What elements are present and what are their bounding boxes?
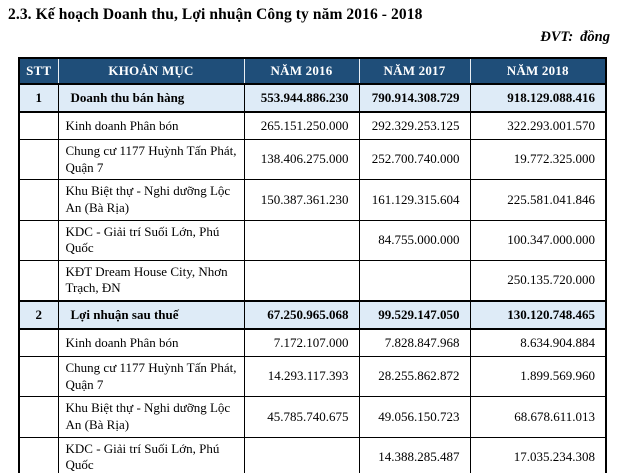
table-row: KĐT Dream House City, Nhơn Trạch, ĐN 250… — [18, 259, 607, 302]
year-2016-cell: 67.250.965.068 — [243, 300, 360, 330]
year-2016-cell: 553.944.886.230 — [243, 83, 360, 113]
year-2016-cell: 138.406.275.000 — [243, 138, 360, 181]
stt-cell — [18, 138, 59, 181]
year-2017-cell: 84.755.000.000 — [358, 219, 471, 261]
item-cell: Khu Biệt thự - Nghi dưỡng Lộc An (Bà Rịa… — [57, 179, 245, 221]
year-2017-cell: 99.529.147.050 — [358, 300, 471, 330]
year-2016-cell: 265.151.250.000 — [243, 111, 360, 140]
table-row: Khu Biệt thự - Nghi dưỡng Lộc An (Bà Rịa… — [18, 396, 607, 438]
section-title: 2.3. Kế hoạch Doanh thu, Lợi nhuận Công … — [8, 6, 423, 23]
year-2016-cell: 14.293.117.393 — [243, 355, 360, 398]
col-header-stt: STT — [18, 57, 59, 85]
year-2016-cell: 150.387.361.230 — [243, 179, 360, 221]
col-header-year2018: NĂM 2018 — [469, 57, 607, 85]
year-2018-cell: 225.581.041.846 — [469, 179, 607, 221]
year-2018-cell: 8.634.904.884 — [469, 328, 607, 357]
table-row: Kinh doanh Phân bón 7.172.107.000 7.828.… — [18, 328, 607, 357]
unit-value: đồng — [580, 29, 610, 45]
col-header-year2017: NĂM 2017 — [358, 57, 471, 85]
table-row: KDC - Giải trí Suối Lớn, Phú Quốc 84.755… — [18, 219, 607, 261]
table-row: 2 Lợi nhuận sau thuế 67.250.965.068 99.5… — [18, 300, 607, 330]
stt-cell — [18, 355, 59, 398]
table-row: KDC - Giải trí Suối Lớn, Phú Quốc 14.388… — [18, 436, 607, 473]
table-row: Chung cư 1177 Huỳnh Tấn Phát, Quận 7 138… — [18, 138, 607, 181]
year-2018-cell: 17.035.234.308 — [469, 436, 607, 473]
item-cell: Kinh doanh Phân bón — [57, 111, 245, 140]
item-cell: Lợi nhuận sau thuế — [57, 300, 245, 330]
unit-note: ĐVT: đồng — [540, 29, 610, 46]
year-2017-cell: 161.129.315.604 — [358, 179, 471, 221]
year-2017-cell: 49.056.150.723 — [358, 396, 471, 438]
unit-label: ĐVT: — [540, 29, 574, 45]
item-cell: Khu Biệt thự - Nghi dưỡng Lộc An (Bà Rịa… — [57, 396, 245, 438]
year-2018-cell: 130.120.748.465 — [469, 300, 607, 330]
year-2018-cell: 68.678.611.013 — [469, 396, 607, 438]
year-2016-cell: 45.785.740.675 — [243, 396, 360, 438]
year-2016-cell — [243, 219, 360, 261]
table-row: 1 Doanh thu bán hàng 553.944.886.230 790… — [18, 83, 607, 113]
year-2016-cell: 7.172.107.000 — [243, 328, 360, 357]
year-2018-cell: 100.347.000.000 — [469, 219, 607, 261]
item-cell: Chung cư 1177 Huỳnh Tấn Phát, Quận 7 — [57, 355, 245, 398]
year-2016-cell — [243, 436, 360, 473]
year-2018-cell: 322.293.001.570 — [469, 111, 607, 140]
year-2018-cell: 19.772.325.000 — [469, 138, 607, 181]
stt-cell — [18, 259, 59, 302]
year-2017-cell: 7.828.847.968 — [358, 328, 471, 357]
table-row: Kinh doanh Phân bón 265.151.250.000 292.… — [18, 111, 607, 140]
year-2017-cell: 252.700.740.000 — [358, 138, 471, 181]
stt-cell — [18, 396, 59, 438]
year-2017-cell — [358, 259, 471, 302]
stt-cell: 2 — [18, 300, 59, 330]
year-2017-cell: 28.255.862.872 — [358, 355, 471, 398]
item-cell: KDC - Giải trí Suối Lớn, Phú Quốc — [57, 219, 245, 261]
year-2018-cell: 918.129.088.416 — [469, 83, 607, 113]
item-cell: KĐT Dream House City, Nhơn Trạch, ĐN — [57, 259, 245, 302]
year-2017-cell: 292.329.253.125 — [358, 111, 471, 140]
item-cell: Kinh doanh Phân bón — [57, 328, 245, 357]
col-header-item: KHOẢN MỤC — [57, 57, 245, 85]
stt-cell — [18, 436, 59, 473]
stt-cell — [18, 111, 59, 140]
item-cell: KDC - Giải trí Suối Lớn, Phú Quốc — [57, 436, 245, 473]
table-header-row: STT KHOẢN MỤC NĂM 2016 NĂM 2017 NĂM 2018 — [18, 57, 607, 85]
item-cell: Doanh thu bán hàng — [57, 83, 245, 113]
year-2017-cell: 790.914.308.729 — [358, 83, 471, 113]
table-row: Chung cư 1177 Huỳnh Tấn Phát, Quận 7 14.… — [18, 355, 607, 398]
stt-cell — [18, 179, 59, 221]
table-body: 1 Doanh thu bán hàng 553.944.886.230 790… — [18, 83, 607, 473]
item-cell: Chung cư 1177 Huỳnh Tấn Phát, Quận 7 — [57, 138, 245, 181]
year-2018-cell: 1.899.569.960 — [469, 355, 607, 398]
stt-cell: 1 — [18, 83, 59, 113]
year-2018-cell: 250.135.720.000 — [469, 259, 607, 302]
col-header-year2016: NĂM 2016 — [243, 57, 360, 85]
revenue-profit-plan-table: STT KHOẢN MỤC NĂM 2016 NĂM 2017 NĂM 2018… — [18, 57, 607, 473]
year-2016-cell — [243, 259, 360, 302]
stt-cell — [18, 219, 59, 261]
table-row: Khu Biệt thự - Nghi dưỡng Lộc An (Bà Rịa… — [18, 179, 607, 221]
year-2017-cell: 14.388.285.487 — [358, 436, 471, 473]
stt-cell — [18, 328, 59, 357]
